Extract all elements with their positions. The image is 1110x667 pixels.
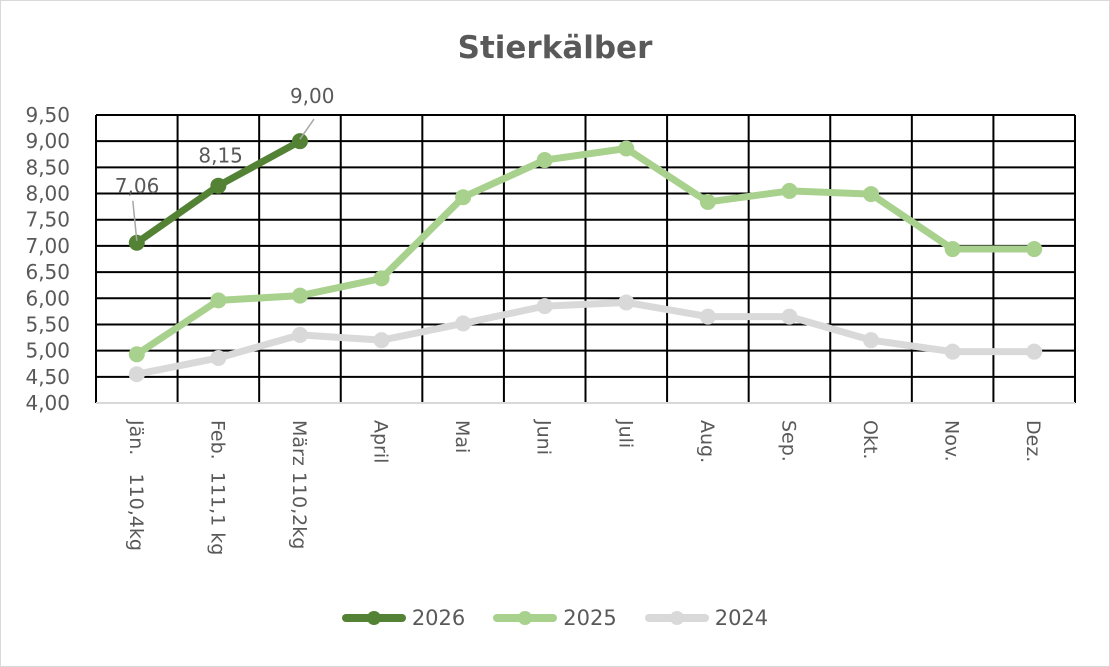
y-tick-label: 6,50 (25, 260, 70, 284)
x-category-label: Sep. (777, 420, 799, 462)
data-point-marker[interactable] (1026, 241, 1043, 258)
x-category-label: Juni (533, 419, 555, 455)
y-tick-label: 4,50 (25, 365, 70, 389)
y-tick-label: 6,00 (25, 286, 70, 310)
x-category-label: Aug. (696, 420, 718, 463)
legend-item-2024[interactable]: 2024 (644, 606, 769, 630)
data-point-marker[interactable] (128, 346, 145, 363)
x-category-label: März 110,2kg (288, 420, 310, 549)
x-category-label: April (370, 420, 392, 463)
leader-line (132, 200, 138, 241)
data-point-marker[interactable] (373, 270, 390, 287)
data-point-marker[interactable] (618, 140, 635, 157)
y-tick-label: 5,50 (25, 312, 70, 336)
series-2024 (128, 294, 1043, 383)
legend-line-marker-icon (341, 611, 406, 625)
x-category-label: Dez. (1022, 420, 1044, 462)
y-tick-label: 4,00 (25, 391, 70, 415)
legend-label: 2026 (411, 606, 466, 630)
x-category-label: Juli (614, 419, 636, 448)
data-point-marker[interactable] (291, 326, 308, 343)
data-point-marker[interactable] (128, 366, 145, 383)
y-tick-label: 8,50 (25, 155, 70, 179)
data-point-marker[interactable] (128, 234, 145, 251)
series-line (133, 145, 1038, 358)
legend-item-2025[interactable]: 2025 (493, 606, 617, 630)
data-point-marker[interactable] (455, 189, 472, 206)
x-category-label: Jän. 110,4kg (125, 419, 147, 551)
x-category-label: Mai (451, 420, 473, 453)
data-point-marker[interactable] (455, 315, 472, 332)
series-2026 (128, 133, 308, 251)
y-tick-label: 8,00 (25, 182, 70, 206)
x-category-label: Nov. (941, 420, 963, 462)
data-point-marker[interactable] (699, 308, 716, 325)
data-label: 7,06 (115, 174, 160, 198)
data-point-marker[interactable] (944, 343, 961, 360)
data-point-marker[interactable] (210, 349, 227, 366)
y-tick-label: 9,00 (25, 129, 70, 153)
chart-title: Stierkälber (457, 30, 653, 66)
legend-item-2026[interactable]: 2026 (341, 606, 466, 630)
leader-line (299, 118, 315, 140)
data-point-marker[interactable] (536, 298, 553, 315)
data-point-marker[interactable] (699, 193, 716, 210)
series-line (133, 298, 1038, 378)
legend-line-marker-icon (493, 611, 558, 625)
y-tick-label: 5,00 (25, 339, 70, 363)
legend-label: 2024 (714, 606, 769, 630)
legend-label: 2025 (563, 606, 617, 630)
data-label: 8,15 (198, 144, 243, 168)
data-point-marker[interactable] (210, 292, 227, 309)
data-point-marker[interactable] (618, 294, 635, 311)
data-point-marker[interactable] (291, 287, 308, 304)
chart-legend: 2026 2025 2024 (0, 606, 1110, 630)
data-point-marker[interactable] (863, 332, 880, 349)
data-point-marker[interactable] (863, 186, 880, 203)
series-2025 (128, 140, 1043, 363)
data-point-marker[interactable] (291, 133, 308, 150)
y-tick-label: 7,50 (25, 208, 70, 232)
y-tick-label: 7,00 (25, 234, 70, 258)
legend-line-marker-icon (644, 611, 709, 625)
data-point-marker[interactable] (536, 152, 553, 169)
data-point-marker[interactable] (781, 182, 798, 199)
x-category-label: Okt. (859, 420, 881, 459)
x-category-label: Feb. 111,1 kg (206, 420, 228, 555)
data-point-marker[interactable] (1026, 343, 1043, 360)
data-point-marker[interactable] (373, 332, 390, 349)
data-label: 9,00 (290, 84, 335, 108)
data-point-marker[interactable] (944, 241, 961, 258)
y-tick-label: 9,50 (25, 103, 70, 127)
data-point-marker[interactable] (210, 177, 227, 194)
data-point-marker[interactable] (781, 308, 798, 325)
